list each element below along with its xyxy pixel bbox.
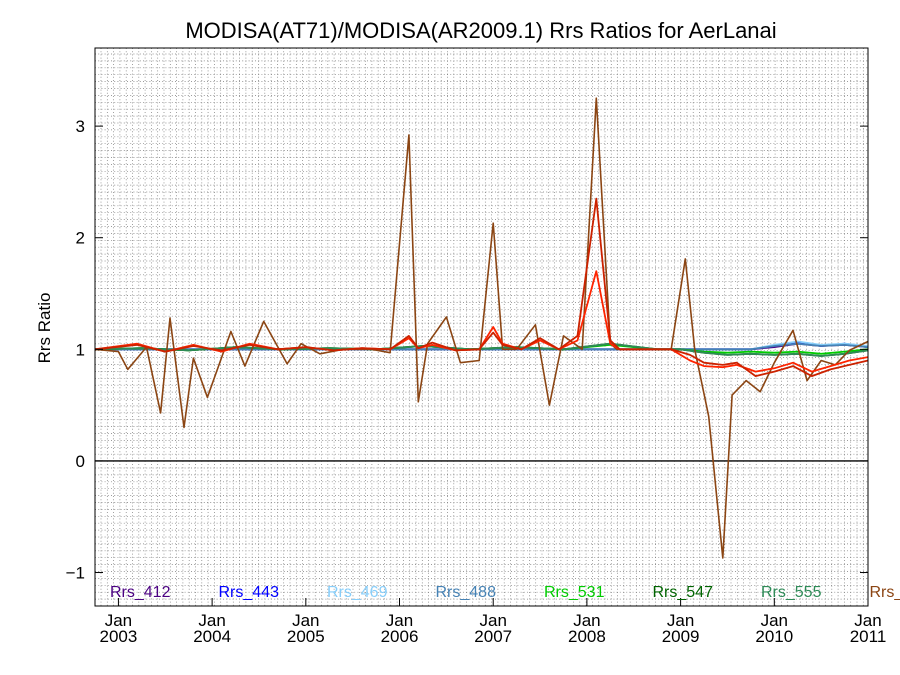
x-tick-year-label: 2005 xyxy=(287,627,325,646)
legend-entry-rrs-443: Rrs_443 xyxy=(219,584,280,601)
legend-entry-rrs-547: Rrs_547 xyxy=(653,584,714,601)
plot-frame xyxy=(94,47,869,607)
x-tick-year-label: 2010 xyxy=(755,627,793,646)
x-tick-month-label: Jan xyxy=(198,611,225,630)
x-ticks: Jan2003Jan2004Jan2005Jan2006Jan2007Jan20… xyxy=(100,598,887,646)
legend-entry-rrs-531: Rrs_531 xyxy=(544,584,605,601)
y-tick-label: 2 xyxy=(76,229,85,248)
x-tick-month-label: Jan xyxy=(480,611,507,630)
series-line-unnamed-9 xyxy=(94,197,869,378)
x-tick-month-label: Jan xyxy=(854,611,881,630)
series-line-rrs- xyxy=(94,97,869,559)
x-tick-month-label: Jan xyxy=(761,611,788,630)
x-tick-month-label: Jan xyxy=(292,611,319,630)
y-tick-label: 3 xyxy=(76,117,85,136)
y-tick-label: 1 xyxy=(76,340,85,359)
chart-title: MODISA(AT71)/MODISA(AR2009.1) Rrs Ratios… xyxy=(185,18,776,43)
x-tick-month-label: Jan xyxy=(667,611,694,630)
x-tick-month-label: Jan xyxy=(105,611,132,630)
x-tick-year-label: 2008 xyxy=(568,627,606,646)
x-tick-year-label: 2004 xyxy=(193,627,231,646)
x-tick-year-label: 2007 xyxy=(474,627,512,646)
legend-entry-rrs-: Rrs_ xyxy=(870,584,900,601)
y-ticks: −1 0 1 2 3 xyxy=(66,117,868,583)
series-line-rrs-555 xyxy=(94,342,869,357)
x-tick-month-label: Jan xyxy=(573,611,600,630)
y-axis-label: Rrs Ratio xyxy=(35,293,54,364)
x-tick-year-label: 2011 xyxy=(850,627,887,646)
legend-entry-rrs-555: Rrs_555 xyxy=(761,584,822,601)
legend-entry-rrs-469: Rrs_469 xyxy=(327,584,388,601)
series-line-rrs-488 xyxy=(95,342,869,351)
legend: Rrs_412 Rrs_443 Rrs_469 Rrs_488 Rrs_531 Rrs_5… xyxy=(110,584,900,601)
x-tick-year-label: 2006 xyxy=(381,627,419,646)
legend-entry-rrs-412: Rrs_412 xyxy=(110,584,171,601)
x-tick-month-label: Jan xyxy=(386,611,413,630)
grid-lines xyxy=(95,48,868,607)
series-lines xyxy=(94,97,869,559)
y-tick-label: 0 xyxy=(76,452,85,471)
y-tick-label: −1 xyxy=(66,564,85,583)
x-tick-year-label: 2009 xyxy=(662,627,700,646)
x-tick-year-label: 2003 xyxy=(100,627,138,646)
legend-entry-rrs-488: Rrs_488 xyxy=(436,584,497,601)
